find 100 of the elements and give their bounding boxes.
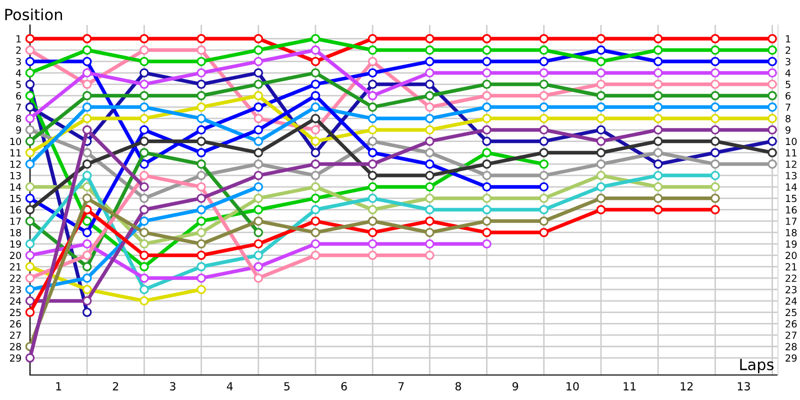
point [368, 136, 378, 146]
y2-tick-label: 17 [786, 218, 796, 225]
point [539, 159, 549, 169]
point [425, 80, 434, 89]
y-tick-label: 5 [16, 80, 21, 88]
point [539, 125, 549, 135]
y-tick-label: 14 [10, 183, 22, 191]
point [310, 114, 320, 124]
point [425, 34, 434, 44]
point [482, 80, 492, 89]
point [368, 91, 378, 100]
y-tick-label: 25 [10, 308, 21, 316]
point [25, 159, 35, 169]
point [82, 34, 92, 44]
point [140, 102, 149, 112]
point [425, 125, 434, 135]
point [196, 91, 206, 100]
point [425, 159, 434, 169]
point [596, 68, 606, 78]
point [768, 45, 777, 55]
point [254, 56, 264, 66]
point [425, 91, 434, 100]
point [82, 91, 92, 100]
x-tick-label: 2 [112, 382, 118, 390]
point [254, 34, 264, 44]
point [368, 182, 378, 192]
point [25, 56, 35, 66]
point [425, 56, 434, 66]
point [254, 239, 264, 249]
point [425, 170, 434, 180]
y2-tick-label: 2 [786, 46, 790, 54]
point [368, 68, 378, 78]
y2-tick-label: 1 [786, 35, 790, 42]
y2-tick-label: 8 [786, 114, 790, 122]
y-tick-label: 21 [10, 263, 21, 270]
point [140, 125, 149, 135]
point [425, 205, 434, 214]
point [596, 182, 606, 192]
point [596, 125, 606, 135]
point [82, 284, 92, 294]
point [254, 45, 264, 55]
point [653, 34, 663, 44]
point [710, 80, 720, 89]
point [368, 239, 378, 249]
y-tick-label: 13 [10, 172, 21, 180]
y2-tick-label: 24 [786, 297, 797, 305]
point [425, 136, 434, 146]
point [482, 91, 492, 100]
point [140, 136, 149, 146]
point [25, 91, 35, 100]
point [482, 45, 492, 55]
y2-tick-label: 23 [786, 286, 797, 294]
point [25, 194, 35, 203]
point [140, 273, 149, 283]
point [82, 239, 92, 249]
point [82, 56, 92, 66]
point [482, 159, 492, 169]
point [25, 114, 35, 124]
point [310, 216, 320, 226]
point [482, 34, 492, 44]
point [140, 170, 149, 180]
y-tick-label: 19 [10, 240, 21, 248]
y-tick-label: 6 [16, 92, 22, 100]
point [25, 239, 35, 249]
point [254, 159, 264, 169]
point [368, 125, 378, 135]
point [768, 56, 777, 66]
point [310, 56, 320, 66]
point [25, 205, 35, 214]
y-tick-label: 11 [10, 149, 21, 156]
point [482, 216, 492, 226]
point [368, 216, 378, 226]
point [368, 250, 378, 260]
x-tick-label: 3 [170, 382, 176, 390]
y-tick-label: 22 [10, 274, 21, 282]
point [140, 239, 149, 249]
point [82, 273, 92, 283]
x-tick-label: 10 [566, 382, 579, 390]
point [368, 34, 378, 44]
y2-tick-label: 20 [786, 252, 797, 260]
point [482, 239, 492, 249]
point [82, 250, 92, 260]
point [539, 80, 549, 89]
point [82, 114, 92, 124]
point [196, 284, 206, 294]
x-tick-label: 11 [624, 382, 636, 390]
point [482, 136, 492, 146]
point [310, 205, 320, 214]
point [482, 148, 492, 158]
point [710, 45, 720, 55]
point [596, 170, 606, 180]
y2-tick-label: 15 [786, 194, 796, 202]
y-tick-label: 28 [10, 342, 21, 350]
point [140, 68, 149, 78]
point [710, 159, 720, 169]
point [140, 56, 149, 66]
point [196, 239, 206, 249]
point [196, 125, 206, 135]
point [653, 170, 663, 180]
point [25, 296, 35, 306]
